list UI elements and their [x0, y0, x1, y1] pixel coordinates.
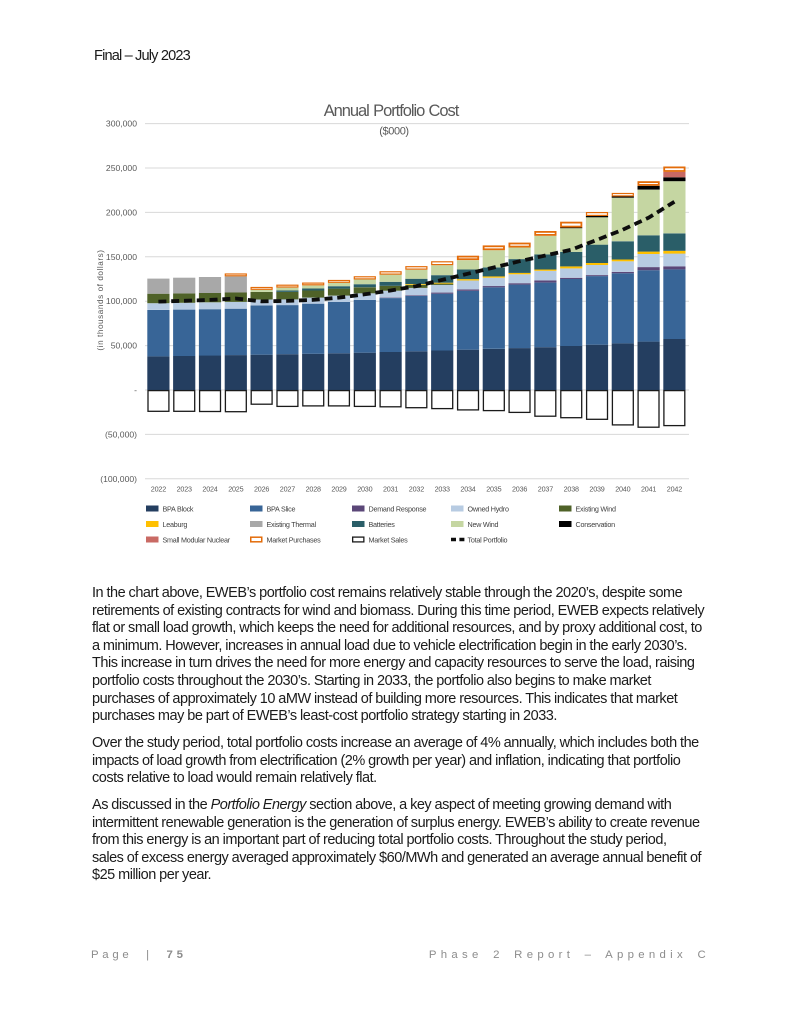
svg-text:100,000: 100,000 [106, 296, 137, 306]
svg-text:250,000: 250,000 [106, 163, 137, 173]
svg-text:150,000: 150,000 [106, 252, 137, 262]
svg-text:2028: 2028 [306, 485, 321, 494]
svg-text:Leaburg: Leaburg [163, 520, 188, 529]
svg-text:Owned Hydro: Owned Hydro [468, 504, 509, 513]
svg-text:Market Purchases: Market Purchases [267, 535, 322, 544]
svg-text:2024: 2024 [202, 485, 217, 494]
svg-text:2040: 2040 [615, 485, 630, 494]
svg-text:(50,000): (50,000) [105, 429, 137, 439]
svg-text:2039: 2039 [589, 485, 604, 494]
svg-text:2036: 2036 [512, 485, 527, 494]
svg-text:(100,000): (100,000) [100, 474, 137, 484]
svg-text:Annual Portfolio Cost: Annual Portfolio Cost [324, 102, 460, 120]
svg-text:Small Modular Nuclear: Small Modular Nuclear [163, 535, 231, 544]
svg-text:2025: 2025 [228, 485, 243, 494]
svg-text:2033: 2033 [435, 485, 450, 494]
svg-text:2030: 2030 [357, 485, 372, 494]
svg-text:2041: 2041 [641, 485, 656, 494]
svg-text:2023: 2023 [177, 485, 192, 494]
svg-text:Demand Response: Demand Response [369, 504, 427, 513]
svg-text:Total Portfolio: Total Portfolio [468, 535, 508, 544]
svg-text:2029: 2029 [331, 485, 346, 494]
svg-text:(in thousands of dollars): (in thousands of dollars) [96, 249, 105, 350]
svg-text:BPA Block: BPA Block [163, 504, 194, 513]
svg-text:200,000: 200,000 [106, 207, 137, 217]
svg-text:50,000: 50,000 [111, 341, 138, 351]
svg-text:New Wind: New Wind [468, 520, 499, 529]
svg-text:Existing Thermal: Existing Thermal [267, 520, 317, 529]
svg-text:Batteries: Batteries [369, 520, 396, 529]
svg-text:2035: 2035 [486, 485, 501, 494]
svg-text:Conservation: Conservation [576, 520, 616, 529]
svg-text:300,000: 300,000 [106, 119, 137, 129]
svg-text:2026: 2026 [254, 485, 269, 494]
svg-text:2038: 2038 [564, 485, 579, 494]
svg-text:Existing Wind: Existing Wind [576, 504, 617, 513]
svg-text:BPA Slice: BPA Slice [267, 504, 296, 513]
svg-text:-: - [134, 385, 137, 395]
svg-text:2022: 2022 [151, 485, 166, 494]
svg-text:Market Sales: Market Sales [369, 535, 409, 544]
svg-text:($000): ($000) [379, 126, 408, 138]
svg-text:2027: 2027 [280, 485, 295, 494]
svg-text:2042: 2042 [667, 485, 682, 494]
svg-text:2031: 2031 [383, 485, 398, 494]
svg-text:2034: 2034 [460, 485, 475, 494]
svg-text:2037: 2037 [538, 485, 553, 494]
svg-text:2032: 2032 [409, 485, 424, 494]
